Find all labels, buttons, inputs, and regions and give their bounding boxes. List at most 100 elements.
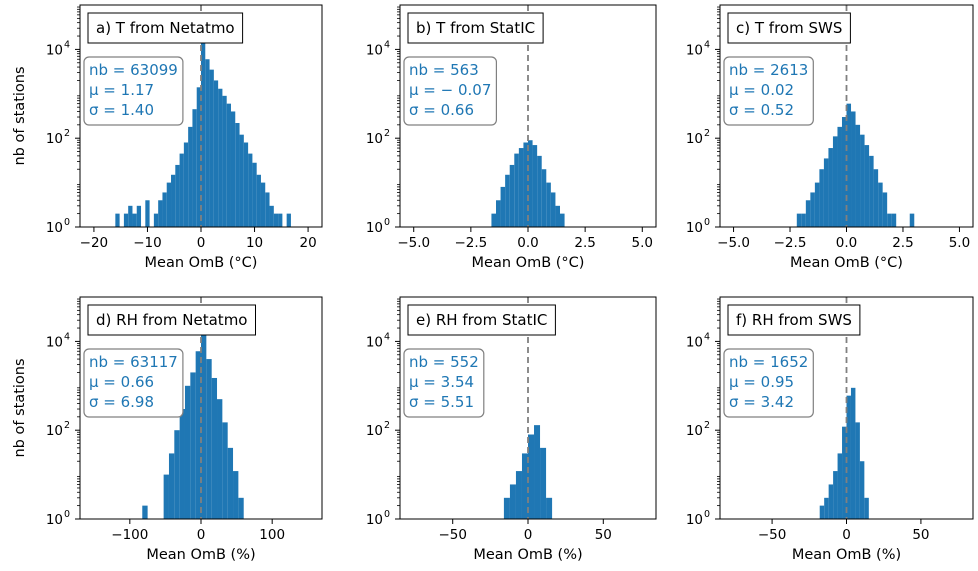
panel-title-box xyxy=(727,304,861,336)
x-tick-label: −2.5 xyxy=(454,235,487,251)
stats-box xyxy=(83,56,184,126)
x-tick-label: 5.0 xyxy=(632,235,653,251)
histogram-bar xyxy=(523,142,528,227)
histogram-bar xyxy=(833,471,838,519)
stat-mu: μ = 0.02 xyxy=(729,81,794,99)
histogram-bar xyxy=(555,205,560,227)
x-tick-label: 0.0 xyxy=(836,235,857,251)
histogram-bar xyxy=(166,182,172,227)
stats-box xyxy=(83,348,184,418)
stat-nb: nb = 563 xyxy=(409,61,479,79)
y-tick-exponent: 0 xyxy=(64,509,70,520)
histogram-bar xyxy=(850,387,856,519)
figure-ylabel-bottom: nb of stations xyxy=(12,358,28,457)
x-tick-label: 0.0 xyxy=(517,235,538,251)
histogram-bar xyxy=(252,162,257,227)
y-tick-exponent: 0 xyxy=(64,217,70,228)
histogram-bars xyxy=(142,334,244,519)
histogram-bar xyxy=(496,200,501,227)
histogram-bar xyxy=(213,80,219,228)
histogram-bar xyxy=(192,109,197,227)
histogram-bar xyxy=(864,497,869,519)
stats-box xyxy=(723,56,814,126)
histogram-bar xyxy=(230,111,236,227)
y-tick-exponent: 2 xyxy=(64,420,70,431)
histogram-bar xyxy=(823,158,829,227)
x-tick-label: −5.0 xyxy=(397,235,430,251)
x-tick-label: 2.5 xyxy=(574,235,595,251)
histogram-bar xyxy=(909,213,915,227)
panel-title-box xyxy=(407,12,544,44)
y-tick-label: 10 xyxy=(366,220,383,236)
y-tick-label: 10 xyxy=(366,512,383,528)
histogram-bar xyxy=(226,103,231,227)
histogram-bar xyxy=(235,123,240,227)
histogram-bar xyxy=(534,425,541,519)
histogram-bar xyxy=(278,213,283,227)
histogram-bar xyxy=(132,213,137,227)
histogram-bar xyxy=(873,169,879,227)
y-tick-exponent: 4 xyxy=(384,331,390,342)
histogram-bar xyxy=(209,69,214,227)
y-tick-exponent: 0 xyxy=(384,509,390,520)
histogram-bar xyxy=(269,205,274,227)
stat-sigma: σ = 1.40 xyxy=(89,101,154,119)
histogram-bar xyxy=(273,213,279,227)
x-tick-label: −50 xyxy=(758,527,787,543)
histogram-bar xyxy=(887,213,892,227)
y-tick-exponent: 2 xyxy=(64,128,70,139)
y-tick-exponent: 2 xyxy=(704,420,710,431)
stat-mu: μ = 0.95 xyxy=(729,373,794,391)
histogram-bar xyxy=(532,145,538,227)
histogram-bar xyxy=(546,182,551,227)
histogram-bar xyxy=(183,142,189,227)
y-tick-exponent: 0 xyxy=(384,217,390,228)
y-tick-exponent: 0 xyxy=(704,217,710,228)
x-tick-label: 20 xyxy=(299,235,316,251)
x-axis-label: Mean OmB (°C) xyxy=(472,255,585,271)
histogram-bar xyxy=(211,377,218,519)
histogram-bar xyxy=(537,155,542,227)
histogram-bar xyxy=(801,213,806,227)
histogram-bar xyxy=(158,200,163,227)
histogram-bar xyxy=(218,88,223,228)
histogram-bar xyxy=(837,453,843,519)
histogram-bar xyxy=(179,153,184,227)
stat-sigma: σ = 0.52 xyxy=(729,101,794,119)
y-tick-label: 10 xyxy=(46,131,63,147)
x-tick-label: 0 xyxy=(524,527,533,543)
stat-nb: nb = 552 xyxy=(409,353,479,371)
histogram-bar xyxy=(851,111,856,227)
histogram-bars xyxy=(819,387,869,519)
panel-title: d) RH from Netatmo xyxy=(96,311,247,329)
y-tick-label: 10 xyxy=(46,512,63,528)
histogram-bar xyxy=(560,213,565,227)
x-tick-label: 0 xyxy=(197,235,206,251)
y-tick-exponent: 0 xyxy=(704,509,710,520)
panel-title: c) T from SWS xyxy=(736,19,842,37)
histogram-bar xyxy=(540,447,547,519)
panel-title-box xyxy=(87,12,244,44)
panel-title-box xyxy=(87,304,256,336)
histogram-bars xyxy=(503,425,553,519)
histogram-bar xyxy=(174,430,180,519)
stat-nb: nb = 2613 xyxy=(729,61,808,79)
histogram-bar xyxy=(123,213,129,227)
stat-mu: μ = − 0.07 xyxy=(409,81,491,99)
panel-title-box xyxy=(727,12,851,44)
panel-title: a) T from Netatmo xyxy=(96,19,235,37)
histogram-bar xyxy=(828,148,833,227)
histogram-bar xyxy=(163,474,169,519)
x-tick-label: 5.0 xyxy=(949,235,970,251)
histogram-bar xyxy=(233,471,239,519)
stat-sigma: σ = 3.42 xyxy=(729,393,794,411)
x-tick-label: −10 xyxy=(133,235,162,251)
histogram-bar xyxy=(541,169,547,227)
histogram-bar xyxy=(546,497,553,519)
histogram-bar xyxy=(115,213,120,227)
y-tick-exponent: 4 xyxy=(384,39,390,50)
